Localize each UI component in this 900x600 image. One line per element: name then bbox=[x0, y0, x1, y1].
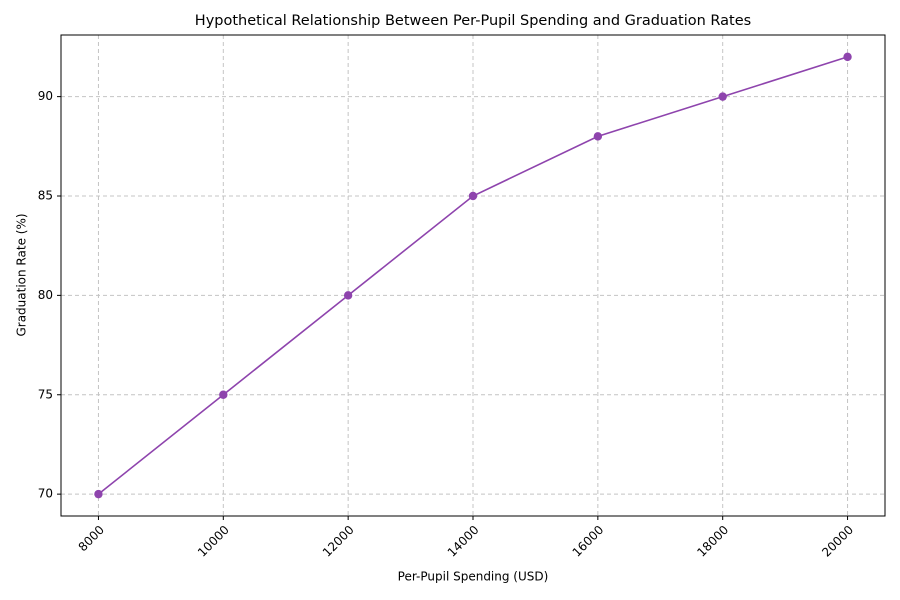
x-tick-label: 16000 bbox=[570, 523, 607, 560]
y-axis-label: Graduation Rate (%) bbox=[15, 213, 29, 336]
data-point bbox=[219, 390, 228, 399]
x-tick-label: 18000 bbox=[694, 523, 731, 560]
x-tick-label: 14000 bbox=[445, 523, 482, 560]
data-point bbox=[593, 132, 603, 141]
plot-frame bbox=[60, 34, 886, 517]
y-tick-label: 75 bbox=[38, 387, 53, 401]
x-axis-label: Per-Pupil Spending (USD) bbox=[398, 570, 549, 584]
x-tick-label: 12000 bbox=[320, 523, 357, 560]
y-tick-label: 85 bbox=[38, 188, 53, 202]
data-point bbox=[343, 291, 353, 300]
chart-title: Hypothetical Relationship Between Per-Pu… bbox=[195, 13, 751, 29]
x-tick-label: 10000 bbox=[195, 523, 232, 560]
y-tick-label: 70 bbox=[38, 487, 53, 501]
data-point bbox=[843, 52, 852, 62]
data-point bbox=[94, 489, 103, 499]
x-tick-label: 20000 bbox=[819, 523, 856, 560]
y-tick-label: 90 bbox=[38, 89, 53, 103]
x-tick-label: 8000 bbox=[76, 523, 107, 554]
y-tick-label: 80 bbox=[38, 288, 53, 302]
data-point bbox=[468, 191, 478, 201]
data-point bbox=[718, 92, 727, 101]
